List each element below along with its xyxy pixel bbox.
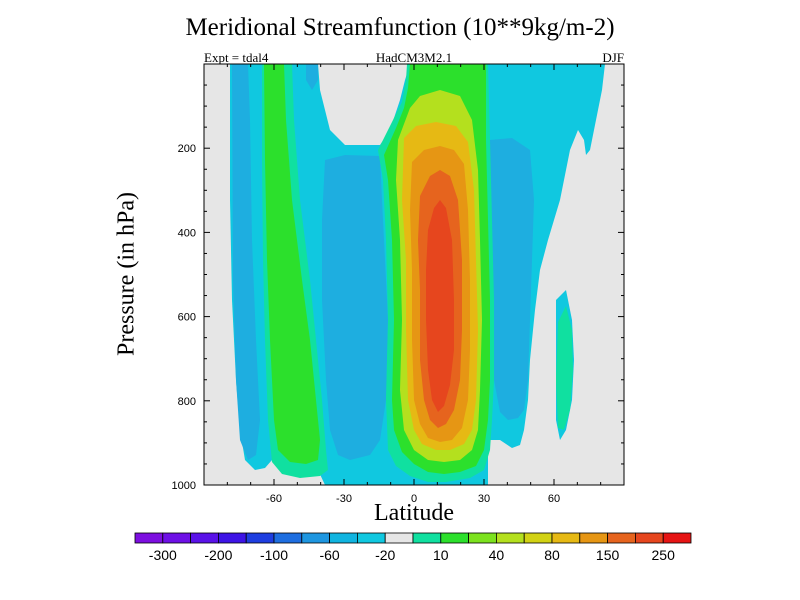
model-label: HadCM3M2.1 (375, 50, 453, 65)
colorbar-swatch (301, 532, 330, 544)
experiment-label: Expt = tdal4 (204, 50, 269, 65)
x-axis-label: Latitude (374, 500, 454, 526)
colorbar-label: 150 (596, 547, 620, 563)
colorbar-swatch (245, 532, 275, 544)
colorbar-swatch (190, 532, 219, 544)
chart-title: Meridional Streamfunction (10**9kg/m-2) (185, 14, 615, 41)
colorbar-swatch (217, 532, 247, 544)
axis-ticks (203, 64, 625, 486)
colorbar-swatch (162, 532, 192, 544)
colorbar-swatch (412, 532, 442, 544)
colorbar-label: -200 (204, 547, 232, 563)
colorbar: -300 -200 -100 -60 -20 10 40 80 150 250 (134, 532, 692, 563)
colorbar-swatch (329, 532, 358, 544)
contour-10-north-lobe (556, 306, 573, 430)
x-tick-label: -60 (266, 493, 282, 505)
y-tick-label: 600 (178, 312, 196, 324)
colorbar-swatch (273, 532, 303, 544)
colorbar-swatch (523, 532, 553, 544)
y-tick-label: 200 (178, 143, 196, 155)
colorbar-label: 10 (433, 547, 449, 563)
colorbar-label: -60 (319, 547, 339, 563)
axis-tick-labels: -60 -30 0 30 60 200 400 600 800 1000 (172, 143, 561, 505)
colorbar-swatch (384, 532, 414, 544)
colorbar-swatch (468, 532, 497, 544)
colorbar-label: -300 (149, 547, 177, 563)
colorbar-swatch (579, 532, 608, 544)
contour-fill-layer (230, 64, 605, 485)
contour-400-core (426, 200, 454, 412)
season-label: DJF (602, 50, 624, 65)
y-tick-label: 800 (178, 396, 196, 408)
colorbar-label: 80 (544, 547, 560, 563)
y-tick-label: 400 (178, 227, 196, 239)
contour-neg-20-north-top (520, 64, 552, 130)
contour-neg-60-south-subtrop (322, 155, 388, 460)
colorbar-label: 250 (652, 547, 676, 563)
contour-neg-60-south-polar (232, 64, 260, 460)
colorbar-swatch (662, 532, 692, 544)
y-tick-label: 1000 (172, 480, 196, 492)
colorbar-label: 40 (489, 547, 505, 563)
x-tick-label: 0 (411, 493, 417, 505)
colorbar-label: -100 (260, 547, 288, 563)
colorbar-swatch (440, 532, 469, 544)
x-tick-label: 30 (478, 493, 490, 505)
colorbar-swatch (635, 532, 664, 544)
x-tick-label: 60 (548, 493, 560, 505)
contour-neg-60-south-mid (306, 64, 318, 90)
colorbar-swatch (356, 532, 386, 544)
x-tick-label: -30 (336, 493, 352, 505)
colorbar-swatch (495, 532, 525, 544)
colorbar-swatch (134, 532, 164, 544)
colorbar-swatch (607, 532, 636, 544)
contour-40-south (264, 64, 320, 464)
colorbar-label: -20 (375, 547, 395, 563)
colorbar-swatch (551, 532, 581, 544)
contour-neg-60-north-subtrop (490, 138, 534, 420)
